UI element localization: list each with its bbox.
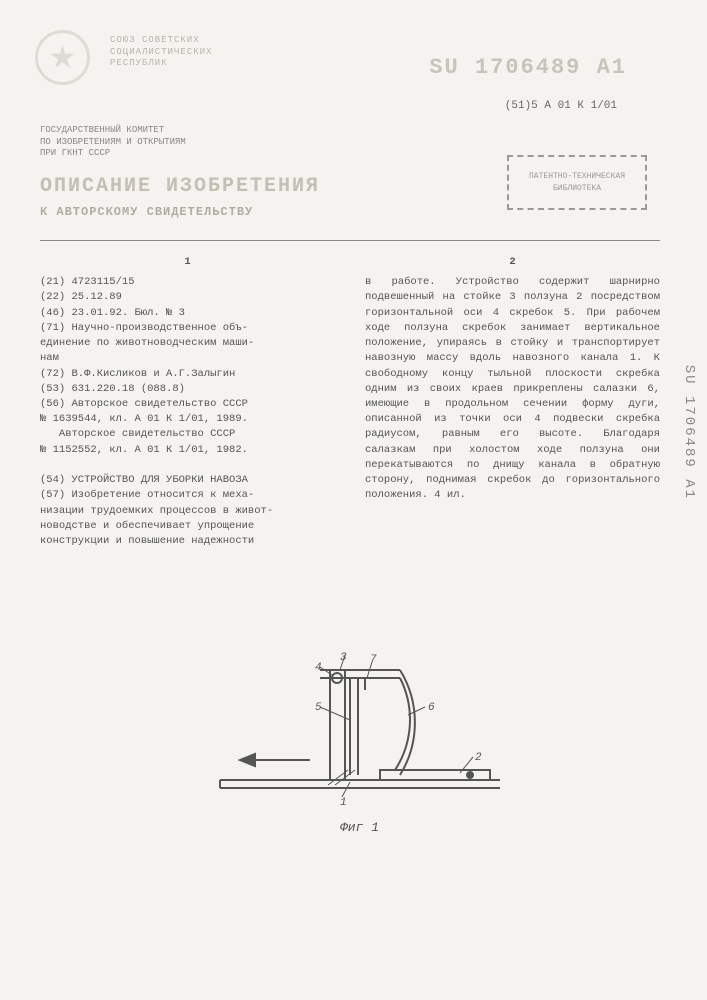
callout-2: 2 (475, 752, 482, 764)
patent-page: СОЮЗ СОВЕТСКИХСОЦИАЛИСТИЧЕСКИХРЕСПУБЛИК … (0, 0, 707, 60)
header-divider (40, 240, 660, 241)
column-2-number: 2 (365, 255, 660, 270)
classification-code: (51)5 А 01 К 1/01 (505, 100, 617, 112)
column-1: 1 (21) 4723115/15(22) 25.12.89(46) 23.01… (40, 255, 335, 549)
union-label: СОЮЗ СОВЕТСКИХСОЦИАЛИСТИЧЕСКИХРЕСПУБЛИК (110, 35, 212, 70)
side-publication-number: SU 1706489 A1 (681, 365, 697, 500)
callout-1: 1 (340, 797, 347, 809)
document-title: ОПИСАНИЕ ИЗОБРЕТЕНИЯ (40, 175, 320, 198)
committee-label: ГОСУДАРСТВЕННЫЙ КОМИТЕТПО ИЗОБРЕТЕНИЯМ И… (40, 125, 186, 160)
column-2: 2 в работе. Устройство содержит шарнирно… (365, 255, 660, 549)
figure-1-svg: 4 3 7 5 6 2 1 (200, 630, 520, 820)
figure-1-label: Фиг 1 (340, 820, 379, 835)
column-1-body: (21) 4723115/15(22) 25.12.89(46) 23.01.9… (40, 275, 335, 549)
callout-5: 5 (315, 702, 322, 714)
library-stamp: ПАТЕНТНО-ТЕХНИЧЕСКАЯБИБЛИОТЕКА (507, 155, 647, 210)
column-1-number: 1 (40, 255, 335, 270)
state-emblem (35, 30, 90, 85)
publication-number: SU 1706489 A1 (429, 55, 627, 80)
document-subtitle: К АВТОРСКОМУ СВИДЕТЕЛЬСТВУ (40, 205, 253, 219)
text-columns: 1 (21) 4723115/15(22) 25.12.89(46) 23.01… (40, 255, 660, 549)
callout-6: 6 (428, 702, 435, 714)
column-2-body: в работе. Устройство содержит шарнирно п… (365, 275, 660, 503)
figure-1: 4 3 7 5 6 2 1 Фиг 1 (0, 620, 707, 900)
